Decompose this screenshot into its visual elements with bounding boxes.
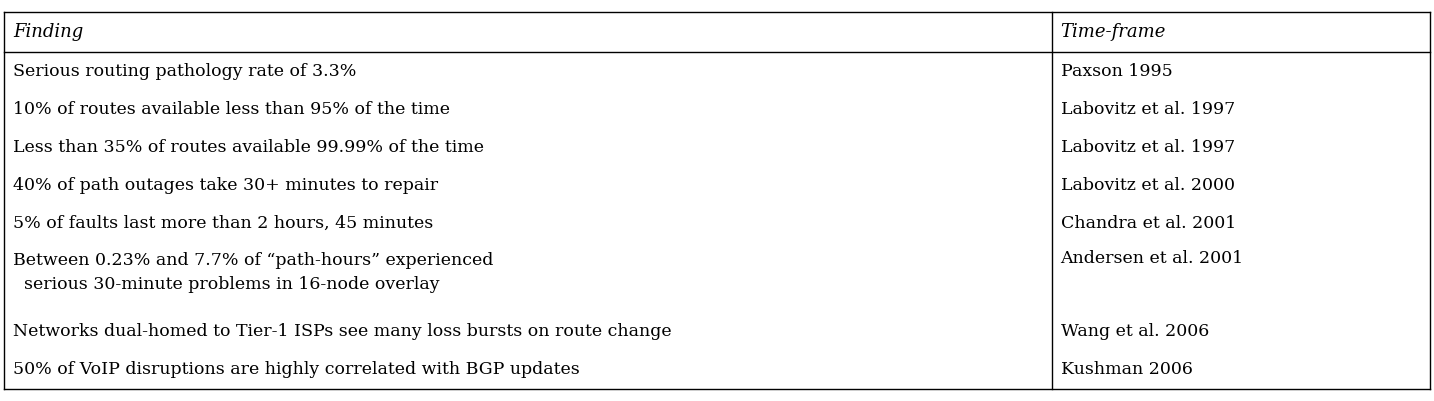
- Text: Labovitz et al. 2000: Labovitz et al. 2000: [1061, 177, 1235, 194]
- Text: Serious routing pathology rate of 3.3%: Serious routing pathology rate of 3.3%: [13, 63, 356, 79]
- Text: Labovitz et al. 1997: Labovitz et al. 1997: [1061, 101, 1235, 117]
- Text: 5% of faults last more than 2 hours, 45 minutes: 5% of faults last more than 2 hours, 45 …: [13, 215, 433, 232]
- Text: Less than 35% of routes available 99.99% of the time: Less than 35% of routes available 99.99%…: [13, 139, 483, 156]
- Text: Andersen et al. 2001: Andersen et al. 2001: [1061, 250, 1243, 267]
- Text: Kushman 2006: Kushman 2006: [1061, 361, 1193, 379]
- Text: Paxson 1995: Paxson 1995: [1061, 63, 1173, 79]
- Text: 40% of path outages take 30+ minutes to repair: 40% of path outages take 30+ minutes to …: [13, 177, 437, 194]
- Text: Wang et al. 2006: Wang et al. 2006: [1061, 323, 1209, 340]
- Text: 10% of routes available less than 95% of the time: 10% of routes available less than 95% of…: [13, 101, 450, 117]
- Text: Finding: Finding: [13, 23, 83, 41]
- Text: Between 0.23% and 7.7% of “path-hours” experienced
  serious 30-minute problems : Between 0.23% and 7.7% of “path-hours” e…: [13, 252, 493, 293]
- Text: Time-frame: Time-frame: [1061, 23, 1166, 41]
- Text: Labovitz et al. 1997: Labovitz et al. 1997: [1061, 139, 1235, 156]
- Text: 50% of VoIP disruptions are highly correlated with BGP updates: 50% of VoIP disruptions are highly corre…: [13, 361, 579, 379]
- Text: Networks dual-homed to Tier-1 ISPs see many loss bursts on route change: Networks dual-homed to Tier-1 ISPs see m…: [13, 323, 671, 340]
- Text: Chandra et al. 2001: Chandra et al. 2001: [1061, 215, 1236, 232]
